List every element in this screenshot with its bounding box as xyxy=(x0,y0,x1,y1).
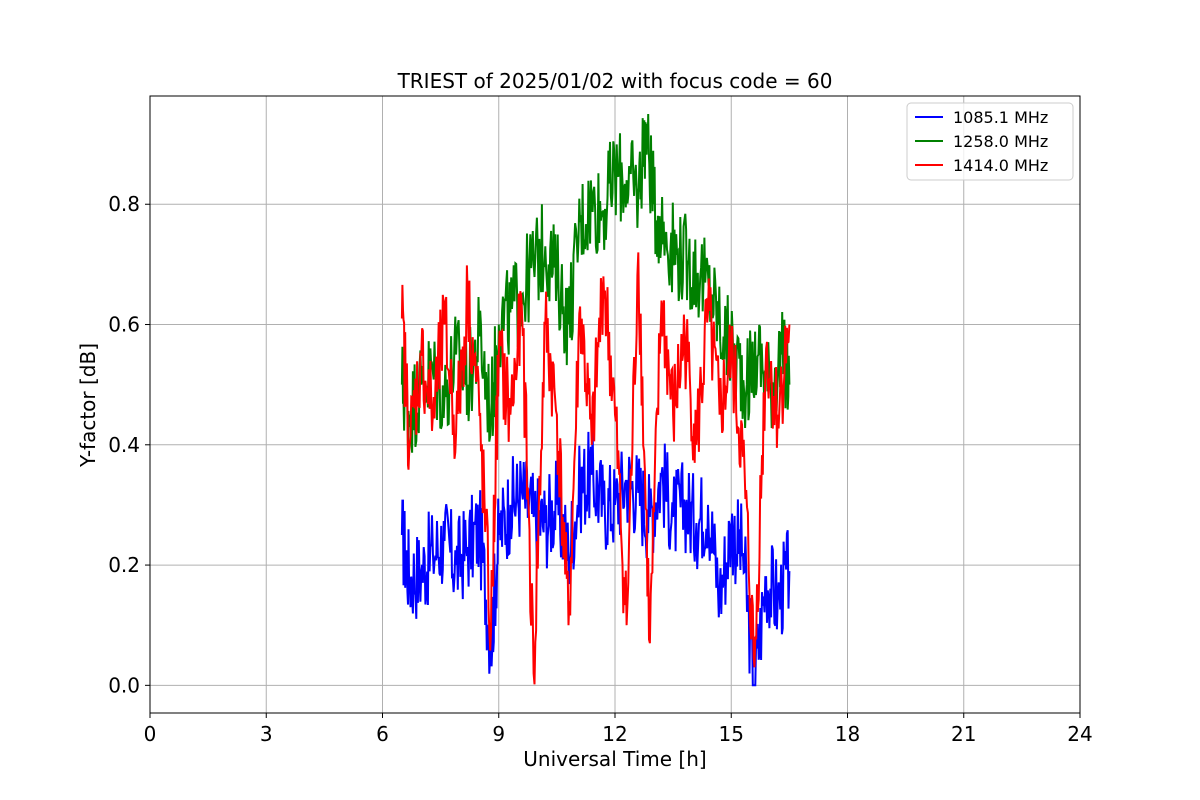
series-line-1085-1-mhz xyxy=(400,430,791,687)
axis-ticks: 0 3 6 9 12 15 18 21 24 0.0 0.2 0.4 0.6 0.8 xyxy=(108,192,1093,746)
legend-entry: 1258.0 MHz xyxy=(953,132,1048,151)
y-tick-label: 0.6 xyxy=(108,313,140,337)
x-tick-label: 15 xyxy=(719,722,744,746)
y-tick-label: 0.0 xyxy=(108,673,140,697)
series-line-1414-0-mhz xyxy=(400,252,791,685)
x-tick-label: 18 xyxy=(835,722,860,746)
legend-entry: 1414.0 MHz xyxy=(953,156,1048,175)
y-tick-label: 0.2 xyxy=(108,553,140,577)
x-tick-label: 21 xyxy=(951,722,976,746)
x-tick-label: 24 xyxy=(1067,722,1092,746)
y-axis-label: Y-factor [dB] xyxy=(76,343,100,468)
legend-entry: 1085.1 MHz xyxy=(953,108,1048,127)
x-tick-label: 6 xyxy=(376,722,389,746)
chart-title: TRIEST of 2025/01/02 with focus code = 6… xyxy=(397,69,833,93)
x-tick-label: 9 xyxy=(492,722,505,746)
y-tick-label: 0.8 xyxy=(108,192,140,216)
x-tick-label: 0 xyxy=(144,722,157,746)
legend: 1085.1 MHz 1258.0 MHz 1414.0 MHz xyxy=(906,102,1074,181)
x-axis-label: Universal Time [h] xyxy=(523,747,706,771)
legend-box xyxy=(906,102,1074,181)
y-tick-label: 0.4 xyxy=(108,433,140,457)
x-tick-label: 3 xyxy=(260,722,273,746)
plot-lines xyxy=(400,113,791,687)
x-tick-label: 12 xyxy=(602,722,627,746)
